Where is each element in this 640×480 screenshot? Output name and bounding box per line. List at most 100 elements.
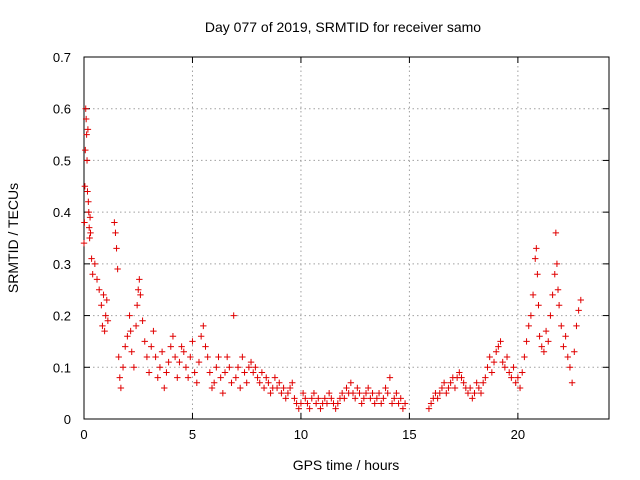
data-point [323,400,331,407]
data-point [536,333,543,340]
data-point [427,400,435,407]
data-point [523,338,530,345]
data-point [341,395,348,402]
data-point [174,374,181,381]
data-point [219,389,227,397]
data-point [104,317,112,324]
data-point [243,379,250,386]
data-point [169,333,177,340]
data-point [347,379,355,386]
data-point [171,353,179,361]
data-point [495,343,502,350]
data-point [321,395,329,402]
x-tick-label: 5 [189,427,196,442]
data-point [247,358,255,366]
data-point [204,353,211,361]
data-point [577,296,584,304]
data-point [378,400,385,407]
data-point [98,302,105,309]
x-axis-label: GPS time / hours [293,457,400,473]
data-point [325,389,333,397]
data-point [226,364,233,371]
data-point [475,384,483,392]
data-point [560,343,567,350]
data-point [512,379,519,386]
data-point [87,229,94,237]
data-point [542,327,550,335]
data-point [165,358,172,366]
data-point [514,374,522,381]
data-point [156,364,164,371]
data-point [215,353,222,361]
data-point [282,395,289,402]
data-point [152,353,159,361]
data-point [553,260,561,268]
data-point [102,312,109,319]
data-point [83,157,91,164]
data-point [217,374,224,381]
data-point [568,379,576,386]
y-tick-label: 0.5 [53,153,71,168]
data-point [82,115,90,123]
data-point [200,322,207,330]
chart-title: Day 077 of 2019, SRMTID for receiver sam… [205,19,481,35]
data-point [271,374,279,381]
data-point [395,400,402,407]
data-point [86,224,93,231]
x-tick-label: 15 [402,427,416,442]
data-point [488,369,496,376]
data-point [434,395,441,402]
data-point [236,384,244,392]
data-point [490,358,498,366]
data-point [195,358,203,366]
data-point [85,198,92,205]
y-tick-label: 0.1 [53,360,71,375]
data-point [184,374,192,381]
data-point [535,302,542,309]
data-point [527,312,535,319]
data-point [533,245,540,252]
data-point [492,348,500,355]
data-point [273,384,281,392]
data-point [343,384,350,392]
data-point [564,353,571,361]
data-point [440,379,448,386]
data-point [208,384,216,392]
data-point [486,353,493,361]
data-point [308,395,315,402]
data-point [132,322,140,330]
data-point [466,384,474,392]
data-point [99,322,106,330]
data-point [358,400,365,407]
tick-labels: 0 5 10 15 20 0 0.1 0.2 0.3 0.4 0.5 0.6 0.7 [53,50,525,442]
data-point [547,312,554,319]
data-point [529,291,537,299]
data-point [191,369,198,376]
data-point [362,389,370,397]
data-point [497,338,504,345]
data-point [304,400,311,407]
data-point [245,364,253,371]
data-point [351,395,359,402]
data-point [143,353,151,361]
data-point [260,384,268,392]
data-point [338,389,346,397]
data-point [371,400,378,407]
data-point [551,271,558,278]
data-point [549,291,556,299]
data-point [197,333,205,340]
data-point [180,348,187,355]
data-point [154,374,161,381]
data-point [83,131,90,138]
data-point [85,208,92,216]
data-point [267,389,274,397]
data-point [91,260,99,268]
data-point [84,188,91,195]
data-point [369,389,376,397]
data-point [189,338,196,345]
data-point [86,214,94,221]
data-point [451,384,459,392]
data-point [113,245,120,252]
data-point [397,395,404,402]
